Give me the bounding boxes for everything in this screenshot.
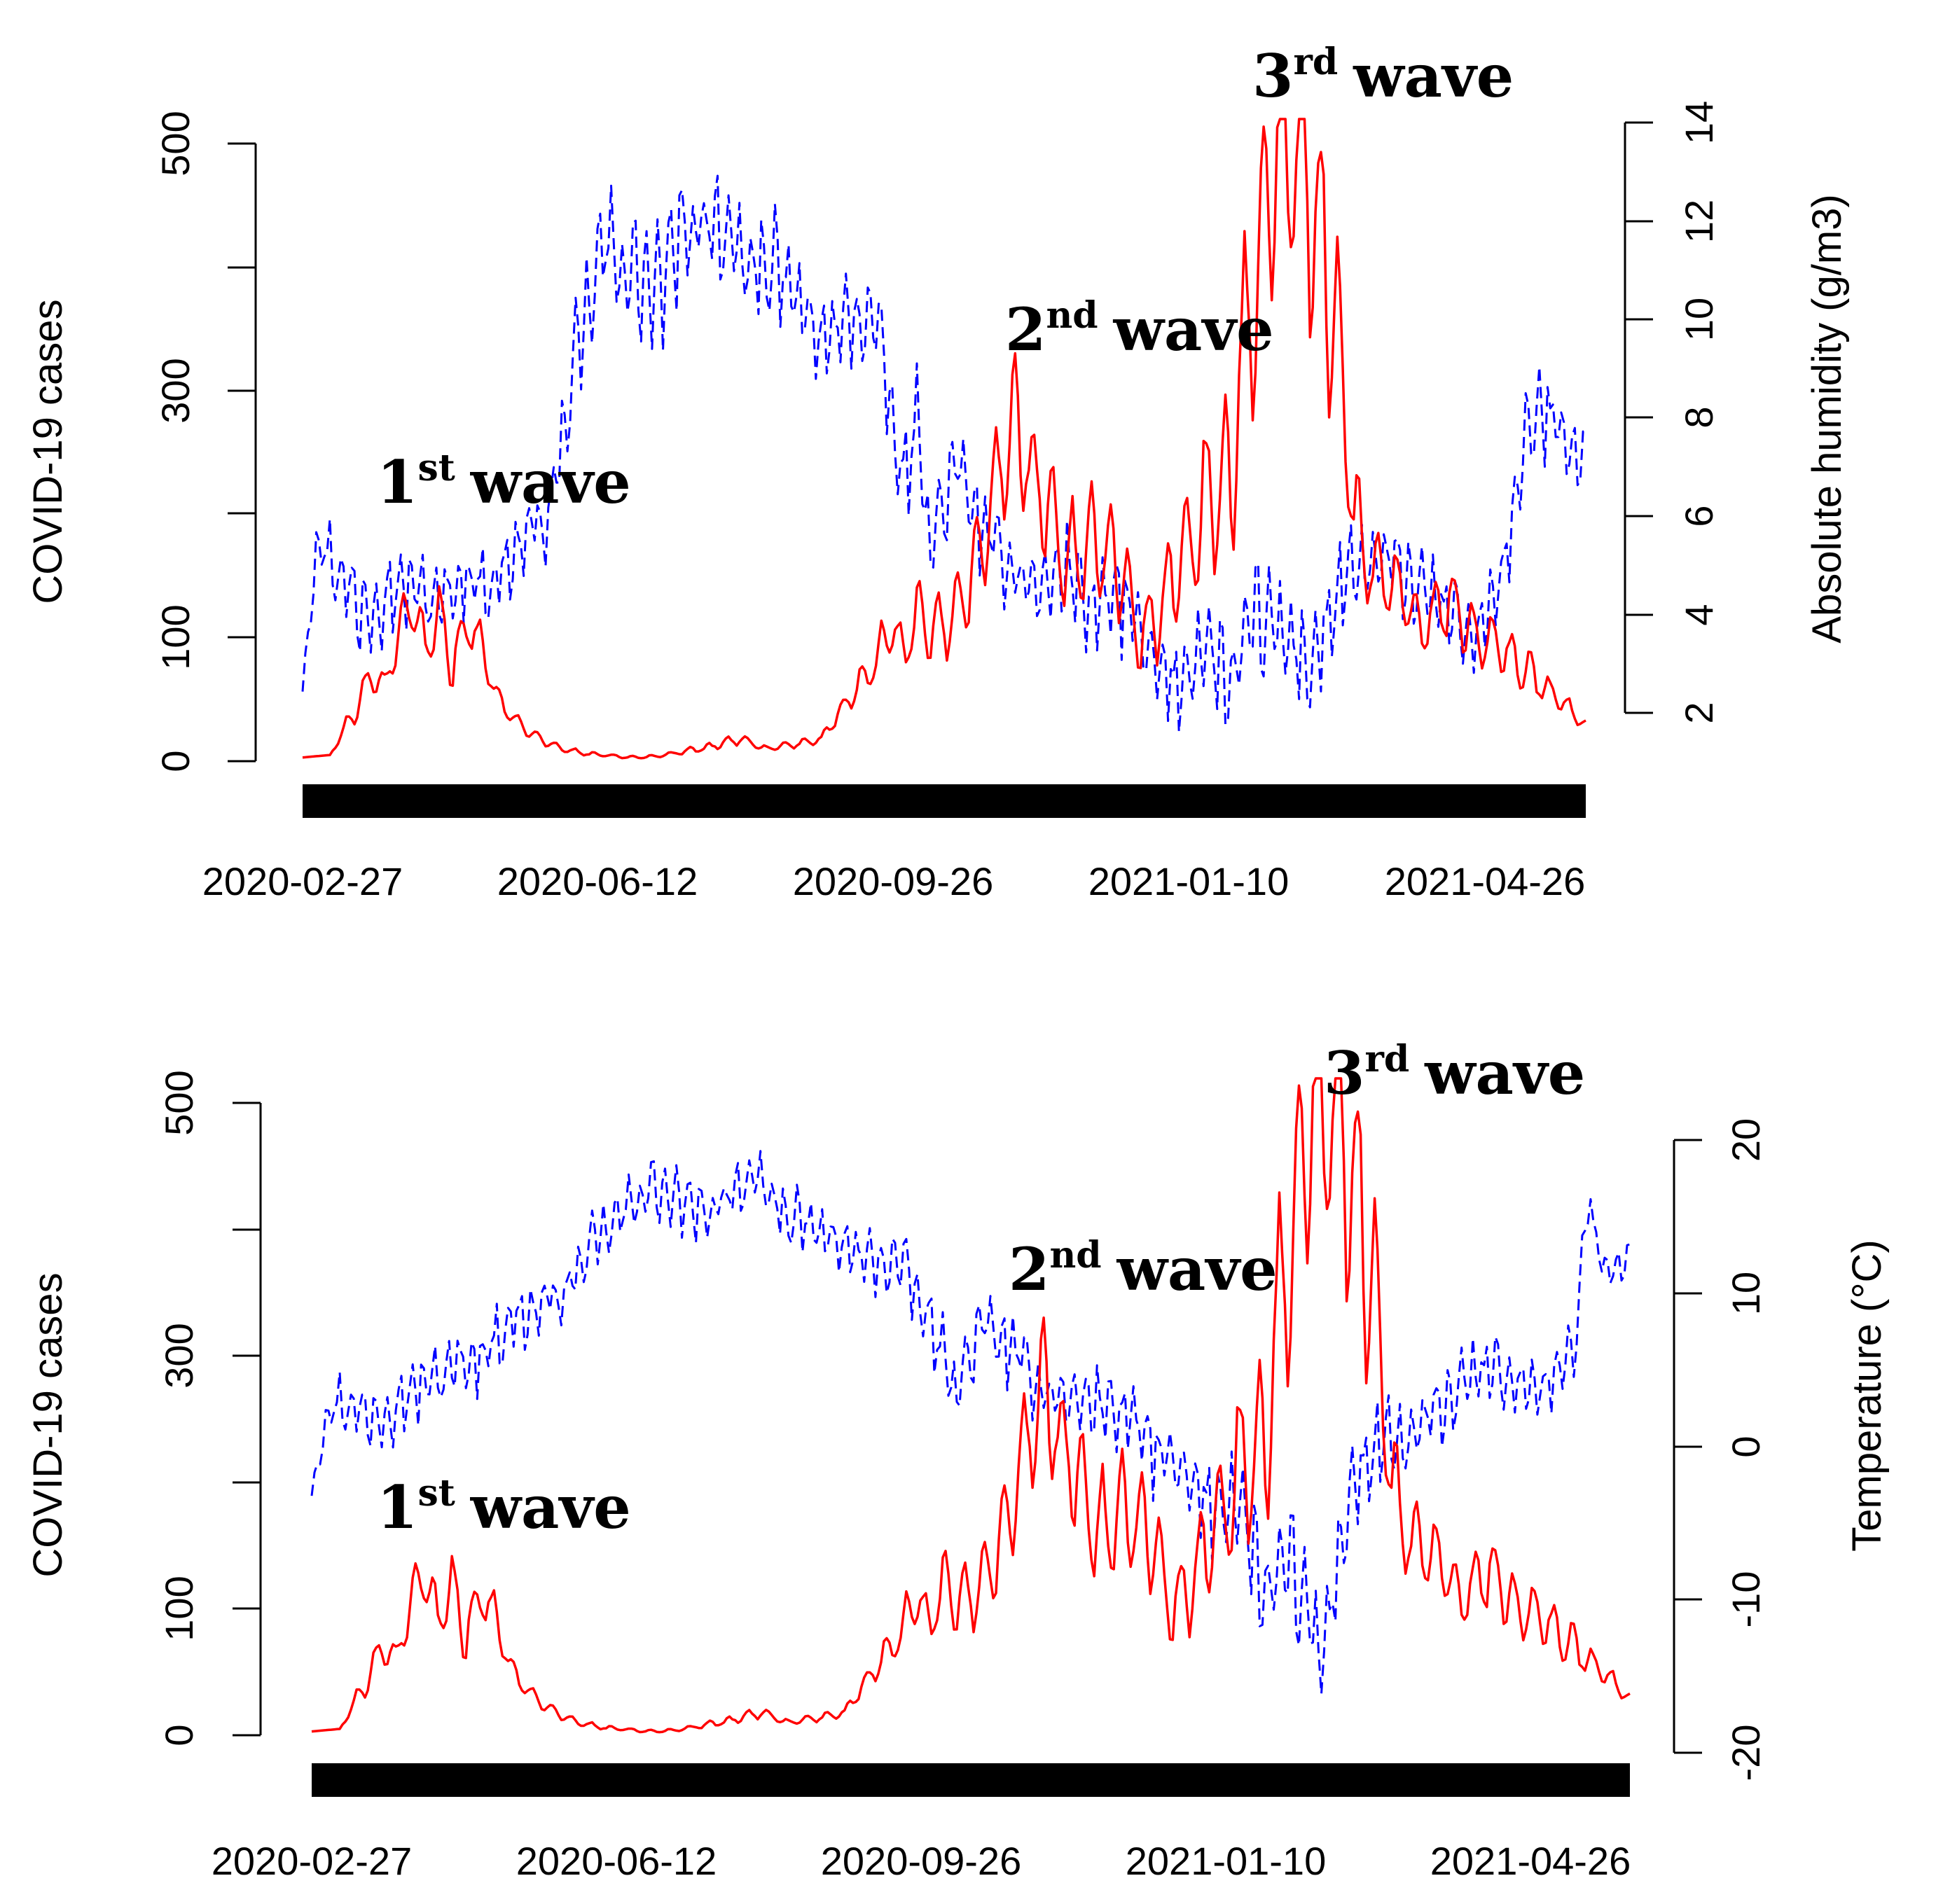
x-tick-label: 2020-09-26 [793,859,993,903]
x-tick-label: 2021-04-26 [1385,859,1585,903]
x-tick-label: 2020-06-12 [516,1839,717,1883]
right-axis-title: Temperature (°C) [1844,1239,1890,1551]
y-tick-label: 500 [157,1070,201,1135]
humidity-series-layer [301,118,1587,760]
y-tick-label: 0 [153,750,198,772]
x-tick-band [312,1763,1630,1797]
y-tick-label: 0 [157,1724,201,1746]
x-axis: 2020-02-27 2020-06-12 2020-09-26 2021-01… [212,1763,1631,1883]
temperature-panel: 0 100 300 500 COVID-19 cases -20 -10 0 1… [25,1038,1890,1883]
right-tick-label: 10 [1724,1272,1768,1315]
first-wave-label: 1st wave [377,1472,631,1542]
right-tick-label: 0 [1724,1436,1768,1457]
right-tick-label: 2 [1677,702,1721,723]
y-tick-label: 300 [153,358,198,423]
right-axis-title: Absolute humidity (g/m3) [1804,194,1850,643]
absolute-humidity-line [301,174,1587,733]
right-tick-label: 14 [1677,101,1721,144]
x-tick-label: 2020-09-26 [821,1839,1021,1883]
right-tick-label: 12 [1677,200,1721,243]
x-axis: 2020-02-27 2020-06-12 2020-09-26 2021-01… [202,784,1586,903]
first-wave-label: 1st wave [377,447,631,517]
x-tick-band [303,784,1586,818]
second-wave-label: 2nd wave [1009,1234,1278,1304]
x-tick-label: 2020-02-27 [212,1839,412,1883]
x-tick-label: 2021-04-26 [1430,1839,1631,1883]
y-tick-label: 100 [157,1576,201,1641]
left-axis-title: COVID-19 cases [25,299,71,604]
right-tick-label: -20 [1724,1725,1768,1781]
x-tick-label: 2021-01-10 [1126,1839,1326,1883]
right-tick-label: 4 [1677,604,1721,625]
x-tick-label: 2020-02-27 [202,859,403,903]
second-wave-label: 2nd wave [1005,294,1274,364]
y-tick-label: 300 [157,1323,201,1388]
right-tick-label: 6 [1677,505,1721,527]
right-y-axis: 2 4 6 8 10 12 14 Absolute humidity (g/m3… [1624,101,1850,724]
third-wave-label: 3rd wave [1252,41,1514,111]
humidity-panel: 0 100 300 500 COVID-19 cases 2 4 6 8 10 … [25,41,1850,903]
y-tick-label: 500 [153,111,198,176]
x-tick-label: 2021-01-10 [1088,859,1289,903]
left-y-axis: 0 100 300 500 COVID-19 cases [25,1070,262,1746]
y-tick-label: 100 [153,604,198,669]
right-tick-label: -10 [1724,1571,1768,1628]
left-axis-title: COVID-19 cases [25,1272,71,1577]
right-tick-label: 20 [1724,1118,1768,1162]
x-tick-label: 2020-06-12 [497,859,698,903]
temperature-series-layer [310,1077,1631,1734]
right-tick-label: 10 [1677,298,1721,341]
right-y-axis: -20 -10 0 10 20 Temperature (°C) [1673,1118,1890,1781]
left-y-axis: 0 100 300 500 COVID-19 cases [25,111,257,772]
covid-cases-line [311,1077,1631,1734]
temperature-line [310,1150,1631,1695]
right-tick-label: 8 [1677,406,1721,428]
third-wave-label: 3rd wave [1324,1038,1585,1108]
covid-cases-line [302,118,1586,760]
